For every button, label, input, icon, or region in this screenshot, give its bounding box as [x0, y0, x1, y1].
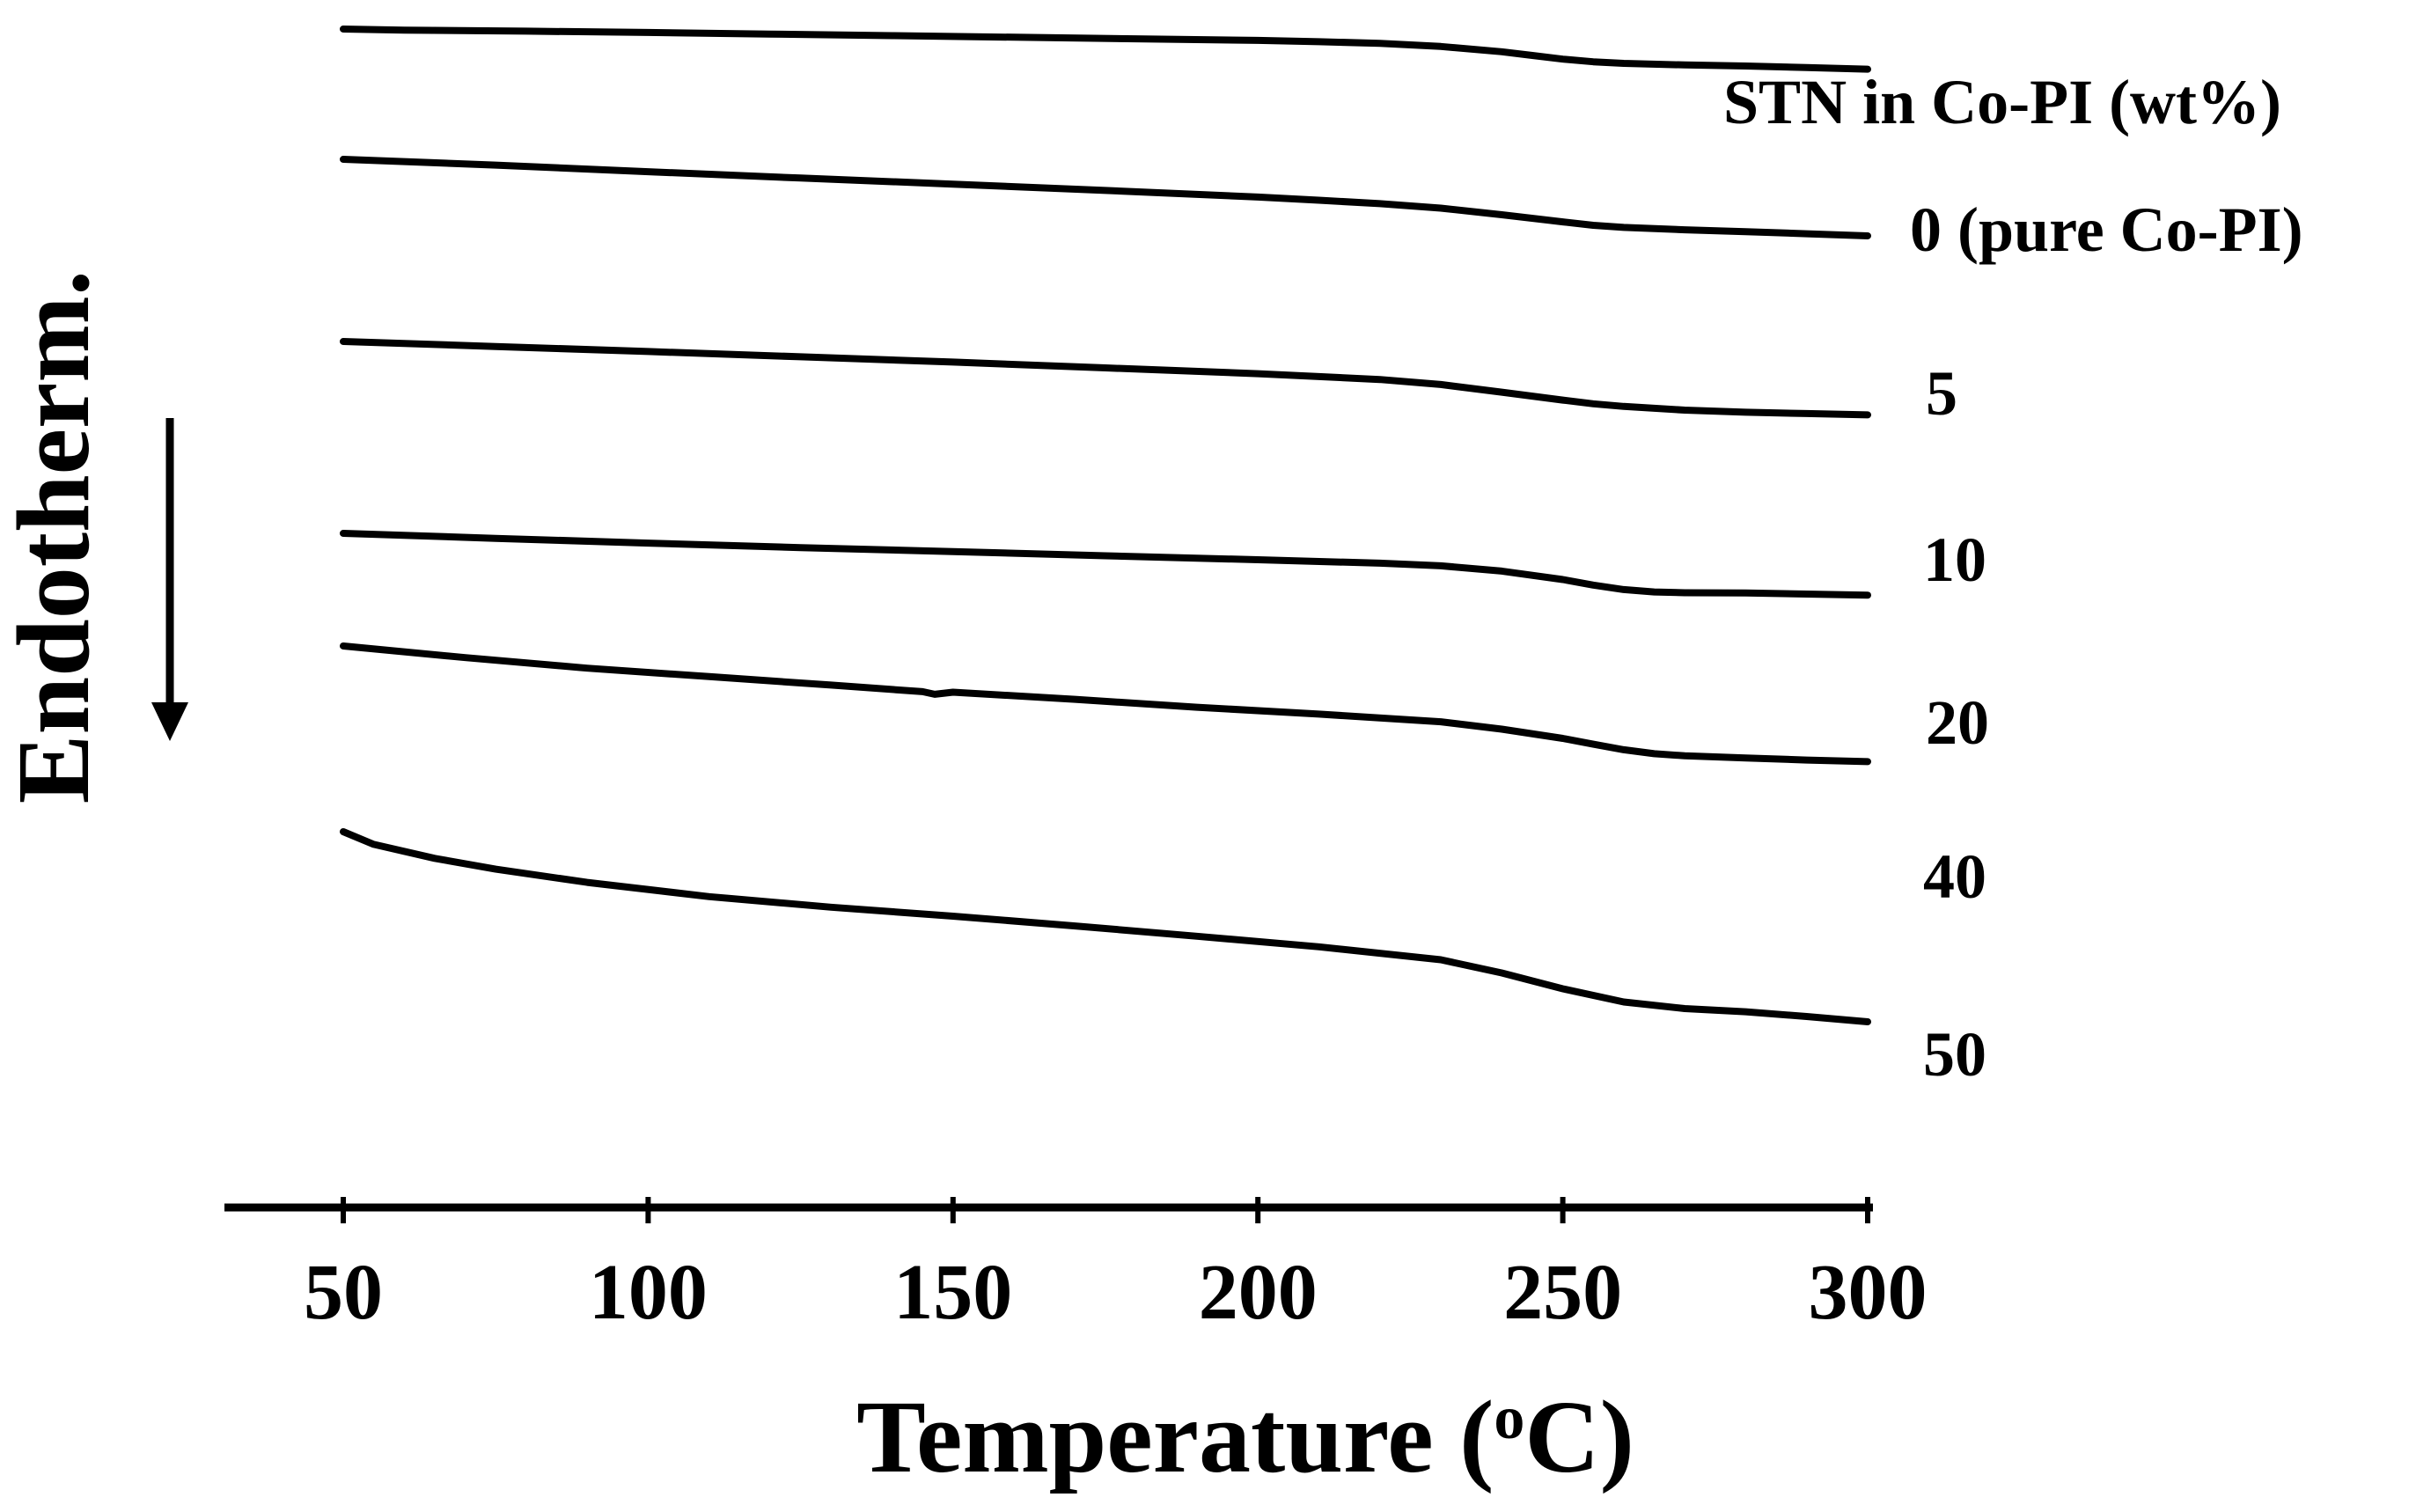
x-axis-label-superscript: o [1494, 1384, 1524, 1452]
series-curve-5 [340, 156, 1871, 239]
series-curve-50 [340, 828, 1871, 1025]
x-axis-label: Temperature (oC) [856, 1379, 1634, 1494]
series-label-5: 5 [1926, 358, 1957, 429]
series-curve-20 [340, 530, 1871, 599]
series-label-50: 50 [1923, 1019, 1986, 1090]
endotherm-arrow [151, 418, 188, 741]
series-label-20: 20 [1926, 687, 1989, 758]
x-tick-label-250: 250 [1503, 1249, 1622, 1336]
series-label-10: 10 [1923, 525, 1986, 595]
x-tick-label-300: 300 [1809, 1249, 1928, 1336]
series-label-0: 0 (pure Co-PI) [1910, 195, 2303, 265]
series-curve-0 [340, 26, 1871, 73]
x-tick-label-200: 200 [1199, 1249, 1318, 1336]
series-labels-group: 0 (pure Co-PI) 5 10 20 40 50 [1910, 195, 2303, 1090]
series-curve-10 [340, 338, 1871, 419]
x-tick-label-150: 150 [893, 1249, 1012, 1336]
series-label-40: 40 [1923, 841, 1986, 912]
series-curve-40 [340, 642, 1871, 766]
x-axis-label-unit: C) [1524, 1379, 1634, 1494]
x-tick-label-50: 50 [304, 1249, 383, 1336]
x-ticks-group: 50 100 150 200 250 300 [304, 1197, 1928, 1336]
legend-title: STN in Co-PI (wt%) [1723, 67, 2281, 137]
x-tick-label-100: 100 [589, 1249, 708, 1336]
curves-group [340, 26, 1871, 1025]
endotherm-arrow-head [151, 702, 188, 741]
x-axis-label-main: Temperature ( [856, 1379, 1494, 1494]
y-axis-label: Endotherm. [0, 270, 111, 804]
